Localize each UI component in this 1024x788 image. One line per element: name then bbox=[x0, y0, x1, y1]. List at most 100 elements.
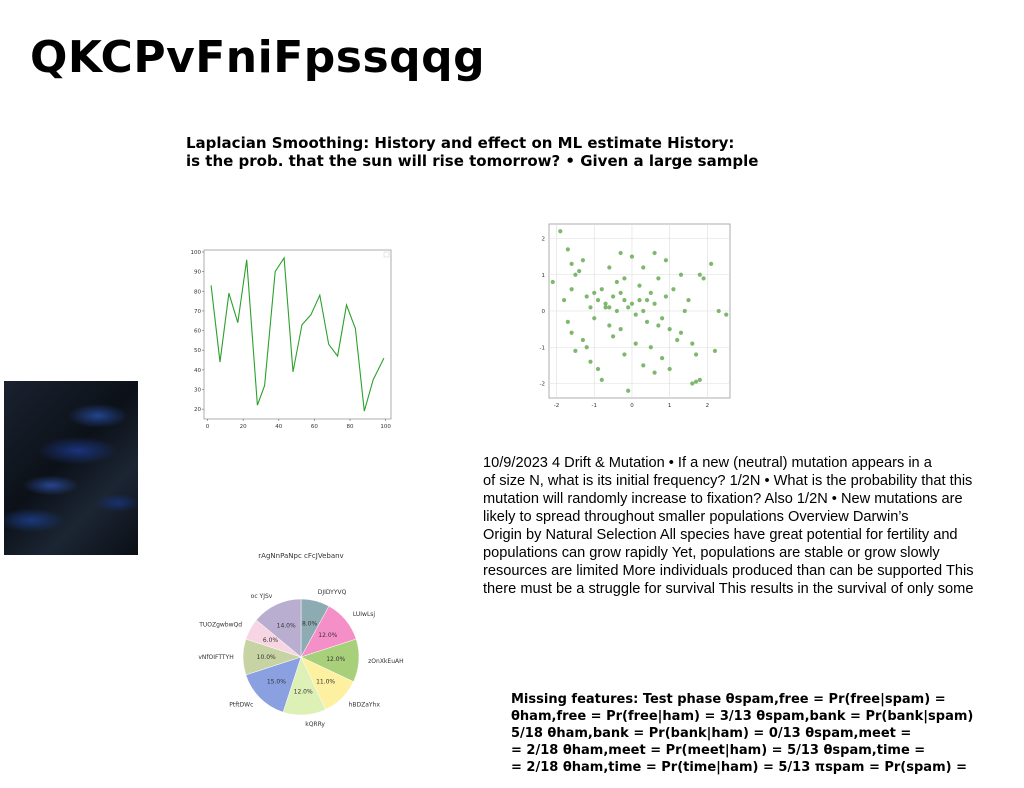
scatter-point bbox=[581, 258, 585, 262]
body-paragraph: 10/9/2023 4 Drift & Mutation • If a new … bbox=[483, 454, 1023, 598]
missing-line: = 2/18 θham,meet = Pr(meet|ham) = 5/13 θ… bbox=[511, 742, 1023, 759]
scatter-point bbox=[588, 305, 592, 309]
scatter-point bbox=[566, 247, 570, 251]
scatter-point bbox=[637, 298, 641, 302]
scatter-point bbox=[656, 323, 660, 327]
x-tick-label: 40 bbox=[275, 424, 282, 430]
x-tick-label: -2 bbox=[554, 403, 559, 409]
scatter-point bbox=[649, 291, 653, 295]
scatter-point bbox=[641, 309, 645, 313]
scatter-point bbox=[652, 302, 656, 306]
scatter-point bbox=[622, 352, 626, 356]
scatter-point bbox=[668, 367, 672, 371]
scatter-point bbox=[611, 294, 615, 298]
pie-category-label: LUIwLsj bbox=[353, 611, 376, 618]
scatter-point bbox=[713, 349, 717, 353]
scatter-point bbox=[660, 316, 664, 320]
x-tick-label: 60 bbox=[311, 424, 318, 430]
line-chart: 0 20 40 60 80 100 20 30 40 50 60 70 80 90 100 bbox=[190, 245, 400, 435]
scatter-point bbox=[664, 294, 668, 298]
pie-value-label: 12.0% bbox=[318, 632, 337, 639]
y-tick-label: 2 bbox=[542, 237, 546, 243]
x-tick-label: -1 bbox=[592, 403, 597, 409]
scatter-point bbox=[622, 298, 626, 302]
scatter-point bbox=[649, 345, 653, 349]
scatter-point bbox=[641, 265, 645, 269]
scatter-point bbox=[592, 316, 596, 320]
pie-value-label: 6.0% bbox=[263, 637, 279, 644]
blue-texture-photo bbox=[4, 381, 138, 555]
scatter-point bbox=[634, 342, 638, 346]
missing-line: Missing features: Test phase θspam,free … bbox=[511, 691, 1023, 708]
paragraph-line: Origin by Natural Selection All species … bbox=[483, 526, 1023, 544]
scatter-point bbox=[626, 305, 630, 309]
y-tick-label: 20 bbox=[194, 407, 201, 413]
scatter-point bbox=[683, 309, 687, 313]
scatter-point bbox=[585, 345, 589, 349]
y-tick-label: 90 bbox=[194, 270, 201, 276]
scatter-point bbox=[600, 287, 604, 291]
scatter-point bbox=[570, 331, 574, 335]
x-tick-label: 2 bbox=[706, 403, 710, 409]
x-tick-label: 20 bbox=[240, 424, 247, 430]
pie-chart: rAgNnPaNpc cFcJVebanv 8.0% DJIDYYVQ 12.0% LU… bbox=[200, 548, 420, 753]
y-tick-label: 60 bbox=[194, 329, 201, 335]
page-title: QKCPvFniFpssqqg bbox=[30, 32, 485, 83]
scatter-point bbox=[622, 276, 626, 280]
scatter-point bbox=[679, 273, 683, 277]
paragraph-line: of size N, what is its initial frequency… bbox=[483, 472, 1023, 490]
scatter-point bbox=[641, 363, 645, 367]
scatter-point bbox=[694, 352, 698, 356]
scatter-point bbox=[630, 302, 634, 306]
paragraph-line: likely to spread throughout smaller popu… bbox=[483, 508, 1023, 526]
x-tick-label: 0 bbox=[630, 403, 634, 409]
scatter-point bbox=[637, 284, 641, 288]
y-tick-label: 70 bbox=[194, 309, 201, 315]
paragraph-line: resources are limited More individuals p… bbox=[483, 562, 1023, 580]
pie-title: rAgNnPaNpc cFcJVebanv bbox=[258, 552, 343, 560]
missing-line: θham,free = Pr(free|ham) = 3/13 θspam,ba… bbox=[511, 708, 1023, 725]
pie-category-label: PtftDWc bbox=[229, 702, 253, 709]
pie-category-label: hBDZaYhx bbox=[349, 702, 381, 709]
scatter-point bbox=[698, 378, 702, 382]
scatter-point bbox=[702, 276, 706, 280]
scatter-point bbox=[603, 302, 607, 306]
scatter-point bbox=[600, 378, 604, 382]
scatter-point bbox=[551, 280, 555, 284]
pie-value-label: 15.0% bbox=[267, 679, 286, 686]
scatter-point bbox=[656, 276, 660, 280]
pie-value-label: 14.0% bbox=[277, 623, 296, 630]
scatter-point bbox=[652, 371, 656, 375]
y-tick-label: 40 bbox=[194, 368, 201, 374]
missing-line: = 2/18 θham,time = Pr(time|ham) = 5/13 π… bbox=[511, 759, 1023, 776]
pie-category-label: oc YJSv bbox=[251, 593, 273, 600]
scatter-point bbox=[675, 338, 679, 342]
pie-category-label: DJIDYYVQ bbox=[318, 589, 347, 596]
scatter-point bbox=[660, 356, 664, 360]
paragraph-line: populations can grow rapidly Yet, popula… bbox=[483, 544, 1023, 562]
scatter-point bbox=[626, 389, 630, 393]
scatter-point bbox=[664, 258, 668, 262]
scatter-chart: -2 -1 0 1 2 -2 -1 0 1 2 bbox=[530, 220, 740, 415]
missing-line: 5/18 θham,bank = Pr(bank|ham) = 0/13 θsp… bbox=[511, 725, 1023, 742]
x-tick-label: 80 bbox=[347, 424, 354, 430]
y-tick-label: 100 bbox=[191, 250, 202, 256]
scatter-point bbox=[585, 294, 589, 298]
paragraph-line: there must be a struggle for survival Th… bbox=[483, 580, 1023, 598]
paragraph-line: 10/9/2023 4 Drift & Mutation • If a new … bbox=[483, 454, 1023, 472]
scatter-point bbox=[652, 251, 656, 255]
pie-category-label: zOnXkEuAH bbox=[368, 658, 403, 665]
y-tick-label: -2 bbox=[540, 382, 545, 388]
scatter-point bbox=[607, 305, 611, 309]
y-tick-label: 1 bbox=[542, 273, 546, 279]
x-tick-label: 100 bbox=[380, 424, 391, 430]
scatter-point bbox=[634, 313, 638, 317]
paragraph-line: mutation will randomly increase to fixat… bbox=[483, 490, 1023, 508]
heading-line: is the prob. that the sun will rise tomo… bbox=[186, 152, 806, 170]
pie-value-label: 12.0% bbox=[326, 656, 345, 663]
slide-heading: Laplacian Smoothing: History and effect … bbox=[186, 134, 806, 170]
scatter-point bbox=[562, 298, 566, 302]
x-tick-label: 1 bbox=[668, 403, 672, 409]
scatter-point bbox=[630, 255, 634, 259]
scatter-point bbox=[724, 313, 728, 317]
